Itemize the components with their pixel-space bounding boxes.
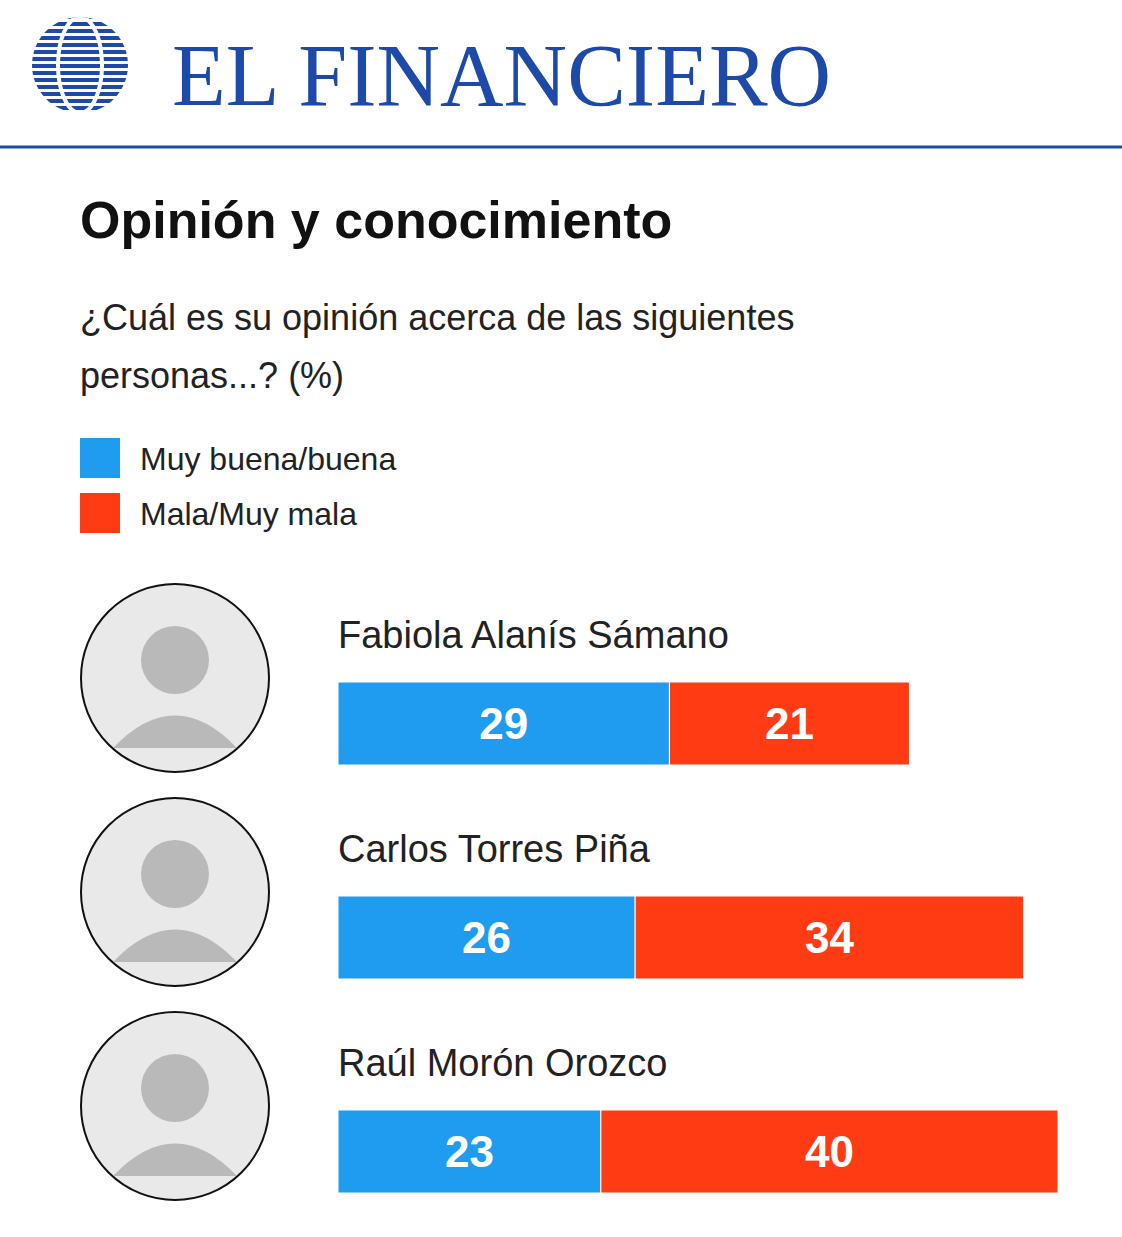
legend: Muy buena/buena Mala/Muy mala (80, 438, 396, 533)
bar-segment (635, 896, 1024, 979)
legend-label: Muy buena/buena (140, 441, 396, 477)
data-label: 23 (445, 1127, 494, 1176)
globe-stripe (30, 57, 130, 61)
globe-stripe (30, 64, 130, 68)
globe-stripe (30, 106, 130, 110)
data-label: 40 (805, 1127, 854, 1176)
globe-stripe (30, 50, 130, 54)
bar-segment (338, 682, 669, 765)
photo (81, 1012, 269, 1200)
chart: EL FINANCIERO Opinión y conocimiento ¿Cuál… (0, 0, 1122, 1237)
legend-swatch (80, 493, 120, 533)
category-label: Raúl Morón Orozco (338, 1042, 667, 1084)
bar-segment (669, 682, 909, 765)
globe-stripe (30, 22, 130, 26)
legend-swatch (80, 438, 120, 478)
photo (81, 798, 269, 986)
photo-frame (81, 584, 269, 772)
photo-frame (81, 1012, 269, 1200)
data-label: 21 (765, 699, 814, 748)
logo-globe (30, 15, 130, 117)
bar-segment (338, 896, 635, 979)
photo (81, 584, 269, 772)
bars (338, 682, 1058, 1193)
globe-stripe (30, 43, 130, 47)
globe-stripe (30, 92, 130, 96)
subtitle-line: personas...? (%) (80, 355, 344, 396)
globe-stripe (30, 78, 130, 82)
globe-stripe (30, 113, 130, 117)
subtitle: ¿Cuál es su opinión acerca de las siguie… (80, 297, 794, 396)
legend-label: Mala/Muy mala (140, 496, 357, 532)
globe-stripe (30, 71, 130, 75)
data-label: 26 (462, 913, 511, 962)
globe-stripe (30, 99, 130, 103)
bar-segment (601, 1110, 1058, 1193)
globe-meridian (58, 17, 102, 113)
header-rule (0, 146, 1122, 149)
data-labels: 29 26 23 21 34 40 (445, 699, 854, 1176)
globe-stripe (30, 36, 130, 40)
logo: EL FINANCIERO (30, 15, 831, 124)
globe-bg (30, 15, 130, 115)
photo-frame (81, 798, 269, 986)
brand: EL FINANCIERO (172, 27, 831, 124)
subtitle-line: ¿Cuál es su opinión acerca de las siguie… (80, 297, 794, 338)
globe-stripe (30, 85, 130, 89)
photo-head (141, 840, 209, 908)
globe-stripe (30, 29, 130, 33)
photo-body (113, 930, 237, 963)
bar-segment (338, 1110, 601, 1193)
category-label: Carlos Torres Piña (338, 828, 651, 870)
photo-body (113, 1144, 237, 1177)
data-label: 34 (805, 913, 854, 962)
category-label: Fabiola Alanís Sámano (338, 614, 729, 656)
data-label: 29 (479, 699, 528, 748)
title: Opinión y conocimiento (80, 191, 672, 249)
photo-head (141, 626, 209, 694)
photo-head (141, 1054, 209, 1122)
photo-body (113, 716, 237, 749)
rows: Fabiola Alanís Sámano Carlos Torres Piña R… (81, 584, 729, 1200)
